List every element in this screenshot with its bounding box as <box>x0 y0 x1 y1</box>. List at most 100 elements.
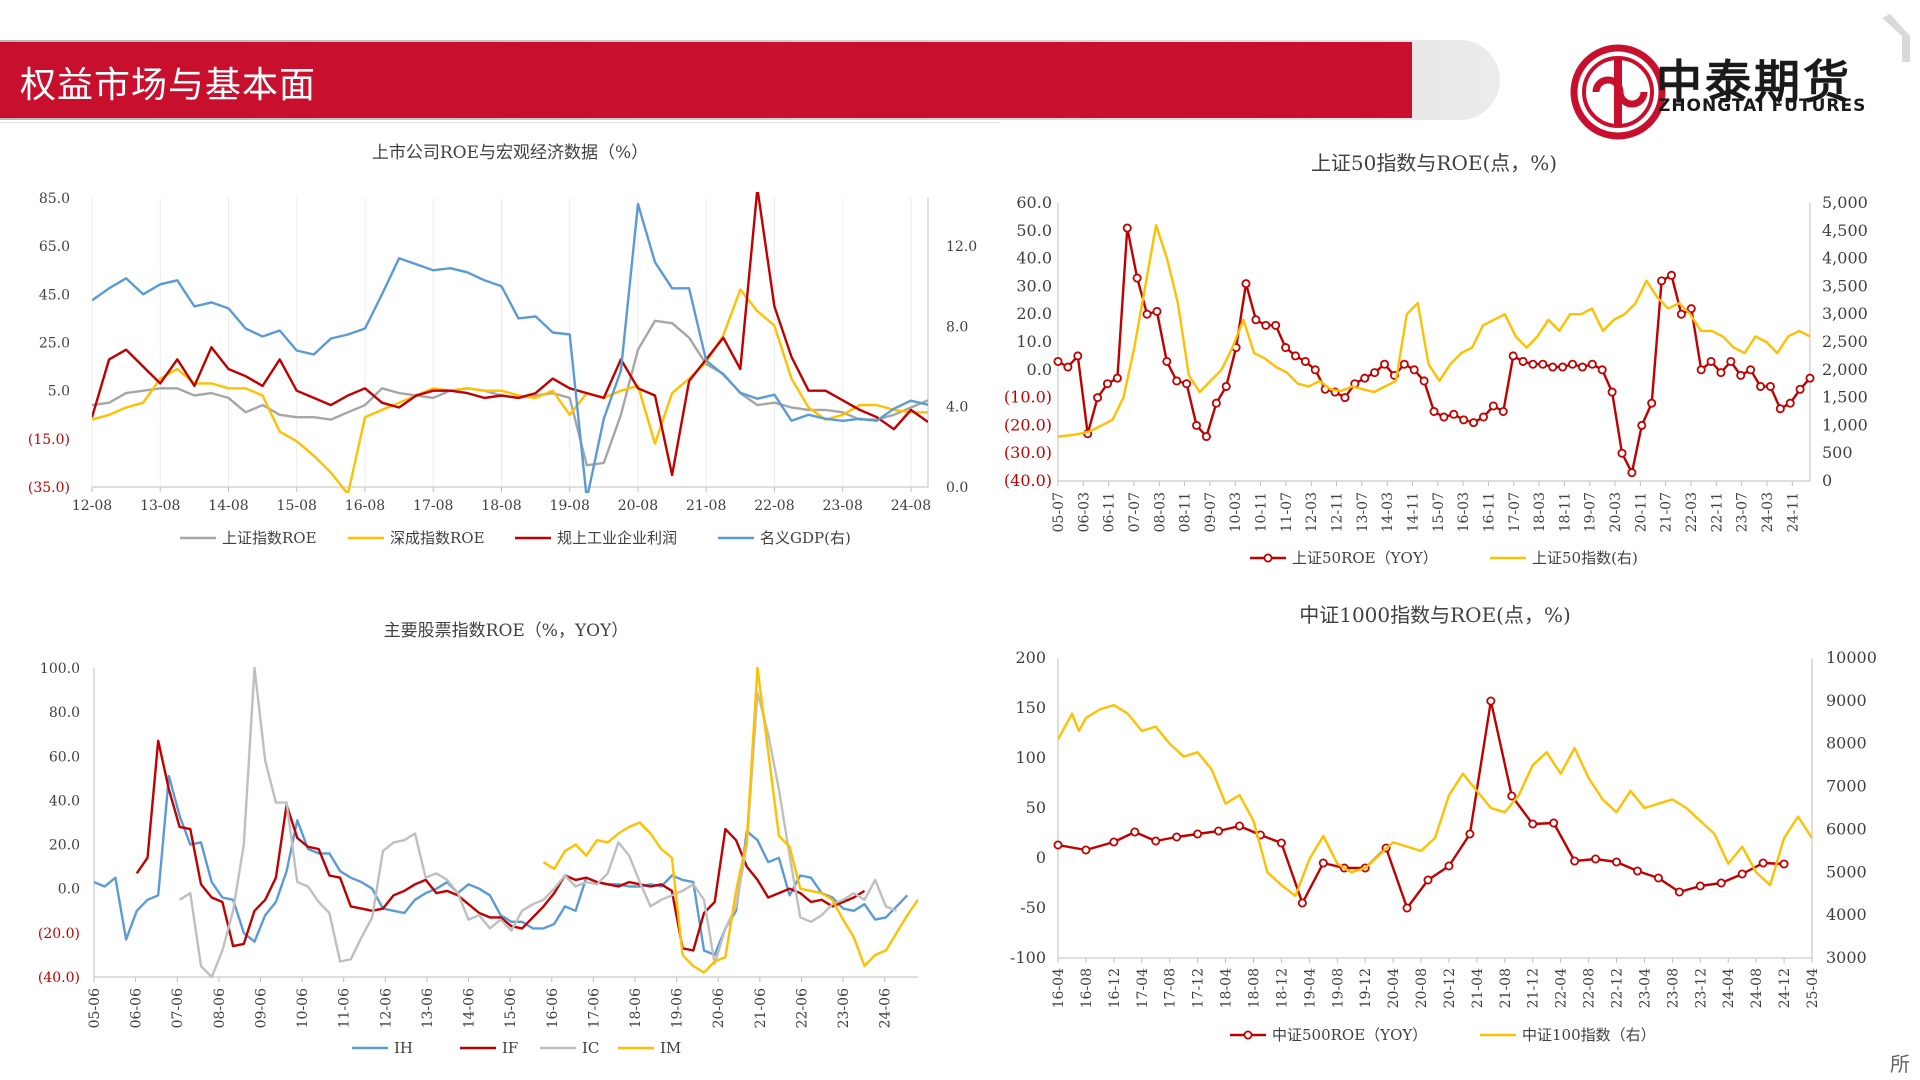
series-line-3 <box>92 202 928 493</box>
header-band <box>0 42 1412 118</box>
x-tick-label: 12-08 <box>72 498 112 514</box>
y-right-tick-label: 1,000 <box>1822 415 1868 434</box>
y-tick-label: 100.0 <box>40 661 80 677</box>
series-point <box>1637 420 1647 430</box>
y-right-tick-label: 0.0 <box>946 480 968 496</box>
series-point <box>1577 362 1587 372</box>
series-point <box>1192 420 1202 430</box>
y-right-tick-label: 8.0 <box>946 319 968 335</box>
x-tick-label: 12-11 <box>1330 492 1346 532</box>
x-tick-label: 24-11 <box>1785 492 1801 532</box>
series-point <box>1591 854 1601 864</box>
series-point <box>1251 315 1261 325</box>
series-point <box>1290 351 1300 361</box>
y-tick-label: 200 <box>1015 648 1046 667</box>
x-tick-label: 20-12 <box>1442 968 1458 1008</box>
series-point <box>1409 365 1419 375</box>
x-tick-label: 17-07 <box>1507 492 1523 532</box>
x-tick-label: 16-08 <box>1079 968 1095 1008</box>
x-tick-label: 17-08 <box>413 498 453 514</box>
legend-label: IC <box>582 1039 599 1057</box>
y-tick-label: 150 <box>1015 698 1046 717</box>
x-tick-label: 13-08 <box>140 498 180 514</box>
series-point <box>1081 845 1091 855</box>
series-point <box>1570 856 1580 866</box>
series-point <box>1429 406 1439 416</box>
series-line-2 <box>178 666 898 979</box>
legend-label: 规上工业企业利润 <box>557 529 677 547</box>
y-tick-label: 50.0 <box>1016 221 1052 240</box>
y-right-tick-label: 4,000 <box>1822 249 1868 268</box>
y-tick-label: (35.0) <box>28 480 70 496</box>
x-tick-label: 20-08 <box>1414 968 1430 1008</box>
x-tick-label: 21-06 <box>753 988 769 1028</box>
x-tick-label: 06-06 <box>129 988 145 1028</box>
series-point <box>1716 368 1726 378</box>
series-point <box>1193 829 1203 839</box>
x-tick-label: 08-11 <box>1178 492 1194 532</box>
y-tick-label: -50 <box>1020 898 1046 917</box>
x-tick-label: 20-06 <box>711 988 727 1028</box>
y-right-tick-label: 5000 <box>1826 862 1867 881</box>
legend-label: 上证指数ROE <box>222 529 317 547</box>
legend-label: 上证50ROE（YOY） <box>1292 549 1438 567</box>
series-point <box>1073 351 1083 361</box>
x-tick-label: 19-08 <box>550 498 590 514</box>
series-point <box>1716 878 1726 888</box>
x-tick-label: 18-04 <box>1219 968 1235 1008</box>
series-point <box>1597 365 1607 375</box>
series-point <box>1558 362 1568 372</box>
x-tick-label: 18-08 <box>1246 968 1262 1008</box>
series-point <box>1528 819 1538 829</box>
brand-name-en: ZHONGTAI FUTURES <box>1658 96 1867 116</box>
legend-label: 中证100指数（右） <box>1522 1026 1656 1044</box>
y-tick-label: 40.0 <box>49 793 80 809</box>
series-point <box>1318 858 1328 868</box>
x-tick-label: 22-03 <box>1684 492 1700 532</box>
series-line-1 <box>1058 224 1810 438</box>
x-tick-label: 10-06 <box>295 988 311 1028</box>
series-point <box>1093 393 1103 403</box>
y-tick-label: 100 <box>1015 748 1046 767</box>
series-point <box>1330 387 1340 397</box>
series-point <box>1300 356 1310 366</box>
chart-title: 上市公司ROE与宏观经济数据（%） <box>372 143 648 163</box>
series-point <box>1607 387 1617 397</box>
y-tick-label: 50 <box>1026 798 1046 817</box>
y-right-tick-label: 5,000 <box>1822 193 1868 212</box>
series-point <box>1507 791 1517 801</box>
x-tick-label: 22-08 <box>1582 968 1598 1008</box>
x-tick-label: 08-06 <box>212 988 228 1028</box>
series-point <box>1726 356 1736 366</box>
series-point <box>1214 826 1224 836</box>
x-tick-label: 23-12 <box>1693 968 1709 1008</box>
x-tick-label: 19-04 <box>1302 968 1318 1008</box>
y-tick-label: (40.0) <box>1004 471 1052 490</box>
y-tick-label: 0.0 <box>58 882 80 898</box>
series-point <box>1549 818 1559 828</box>
y-tick-label: (15.0) <box>28 432 70 448</box>
series-point <box>1666 270 1676 280</box>
series-point <box>1676 309 1686 319</box>
x-tick-label: 16-11 <box>1481 492 1497 532</box>
x-tick-label: 06-03 <box>1076 492 1092 532</box>
y-tick-label: 45.0 <box>39 287 70 303</box>
series-point <box>1706 356 1716 366</box>
series-line-0 <box>92 319 928 467</box>
y-right-tick-label: 2,000 <box>1822 360 1868 379</box>
series-point <box>1627 468 1637 478</box>
series-point <box>1231 343 1241 353</box>
x-tick-label: 13-07 <box>1355 492 1371 532</box>
series-point <box>1568 359 1578 369</box>
x-tick-label: 24-08 <box>1749 968 1765 1008</box>
x-tick-label: 07-06 <box>170 988 186 1028</box>
series-point <box>1548 362 1558 372</box>
series-point <box>1696 365 1706 375</box>
series-point <box>1657 276 1667 286</box>
series-point <box>1423 875 1433 885</box>
series-point <box>1350 379 1360 389</box>
x-tick-label: 10-03 <box>1228 492 1244 532</box>
series-point <box>1805 373 1815 383</box>
legend-label: IM <box>660 1039 681 1057</box>
